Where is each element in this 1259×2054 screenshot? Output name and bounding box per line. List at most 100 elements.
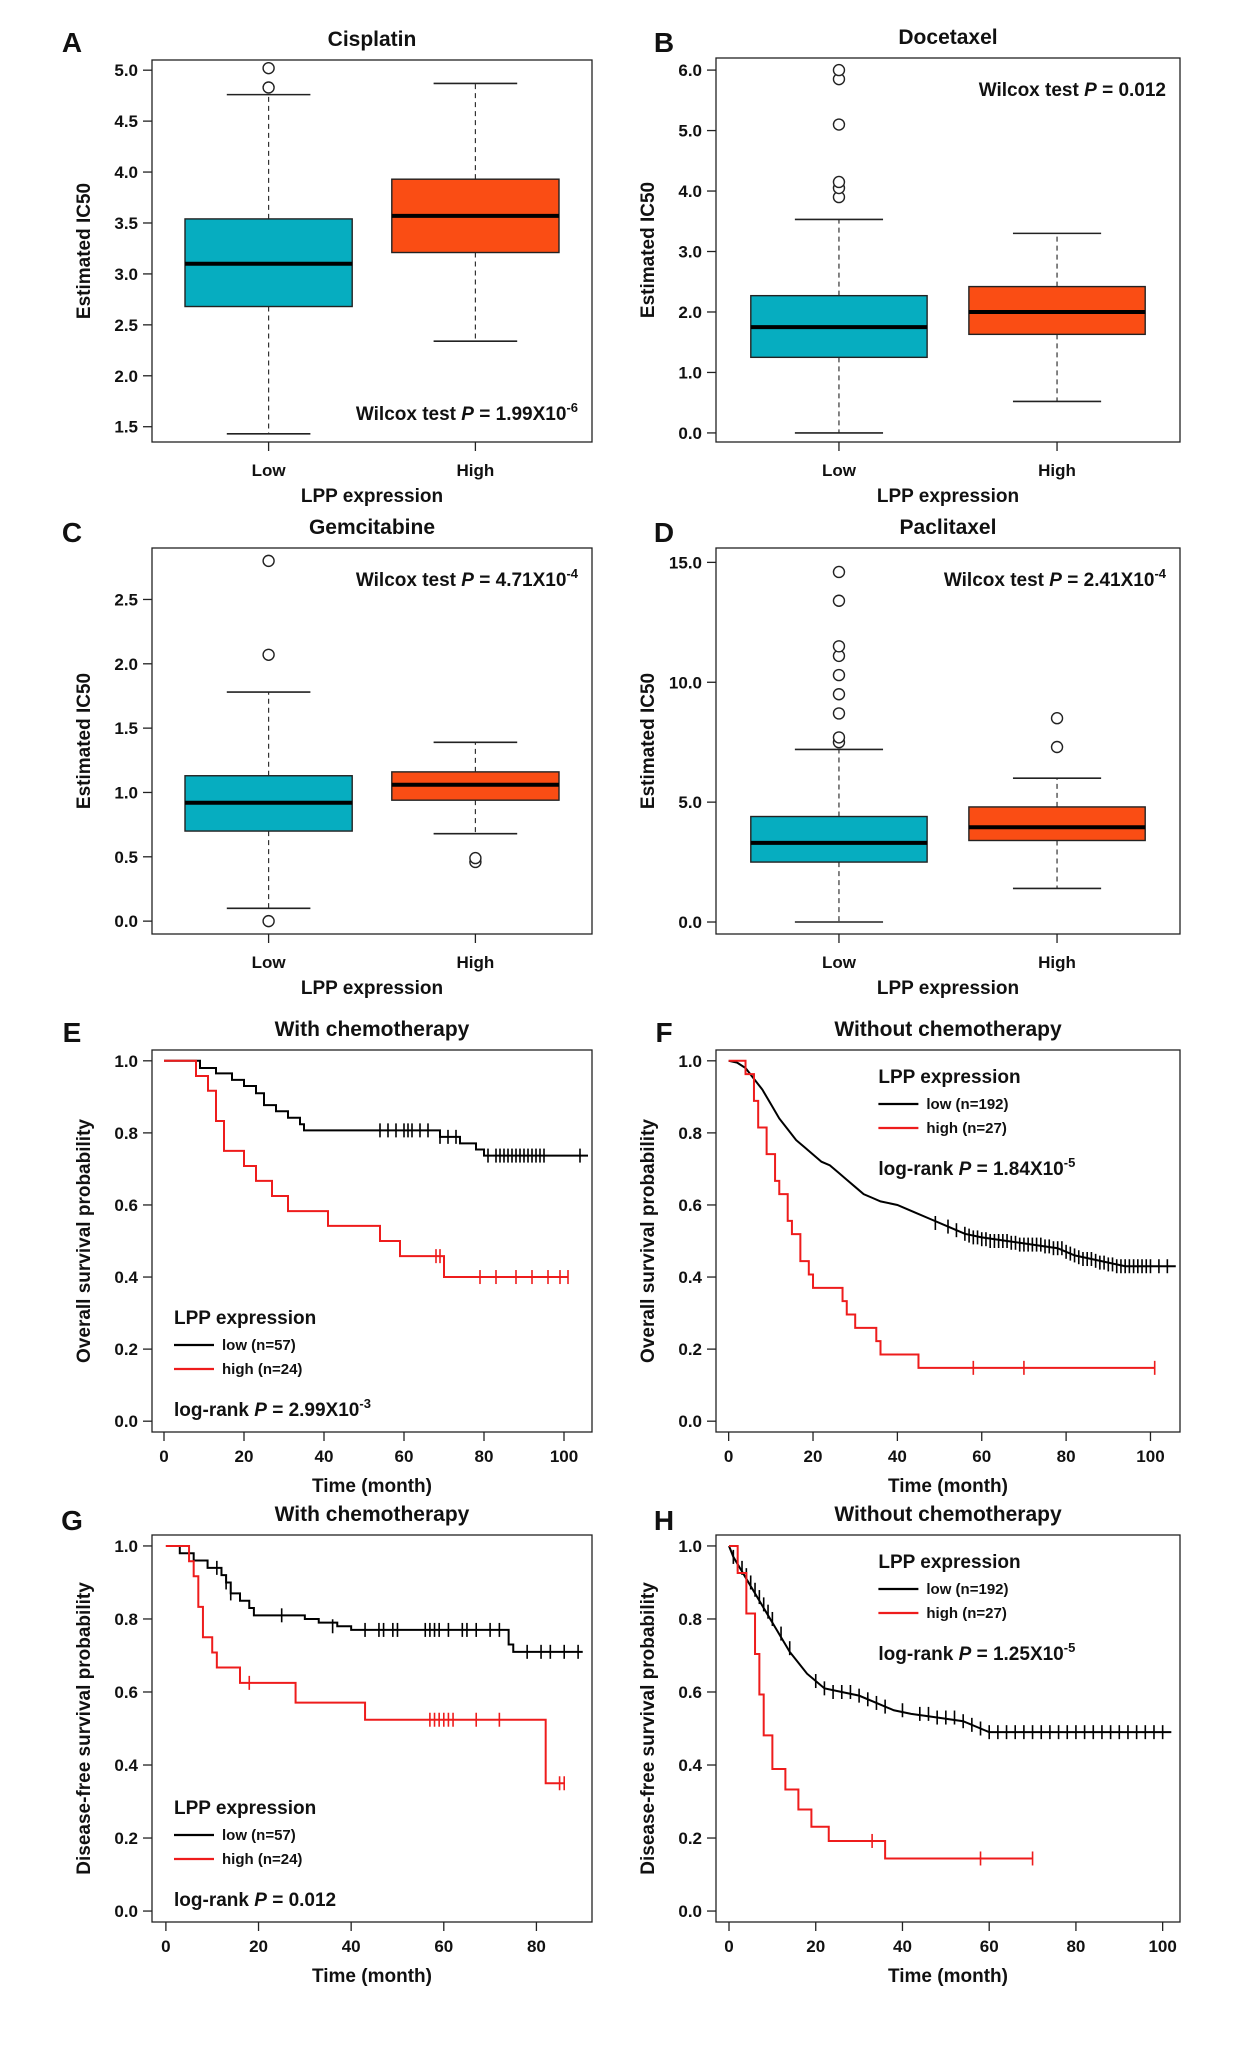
plot-frame: [151, 547, 593, 935]
p-value-annotation: log-rank P = 1.84X10-5: [878, 1155, 1075, 1180]
chart-title: With chemotherapy: [275, 1503, 470, 1526]
y-tick-label: 10.0: [669, 673, 702, 692]
x-tick-label: 60: [972, 1447, 991, 1466]
outlier-point: [832, 707, 846, 720]
outlier-point: [832, 565, 846, 579]
p-value-annotation: log-rank P = 2.99X10-3: [174, 1396, 371, 1421]
y-tick-label: 4.5: [114, 112, 138, 131]
annot-mid: = 2.41X10: [1062, 570, 1154, 591]
y-tick-label: 1.0: [114, 783, 138, 802]
survival-curve-low: [165, 1544, 583, 1653]
outlier-point: [832, 640, 846, 653]
p-value-annotation: Wilcox test P = 1.99X10-6: [356, 400, 578, 425]
plot-frame: [151, 1534, 593, 1923]
panel-letter: H: [654, 1505, 674, 1536]
x-axis-label: LPP expression: [301, 978, 443, 999]
outlier-point: [262, 914, 275, 928]
x-tick-label: 40: [342, 1937, 361, 1956]
x-tick-label: 100: [550, 1447, 578, 1466]
y-axis-label: Estimated IC50: [638, 673, 659, 809]
annot-p: P: [959, 1644, 972, 1665]
x-tick-label: 20: [249, 1937, 268, 1956]
y-tick-label: 1.0: [678, 1537, 702, 1556]
y-tick-label: 2.0: [114, 655, 138, 674]
box-high: [968, 806, 1146, 842]
x-tick-label: High: [457, 461, 495, 480]
legend-label: high (n=24): [222, 1851, 302, 1868]
annot-mid: = 0.012: [267, 1890, 336, 1911]
outlier-point: [262, 648, 275, 661]
y-tick-label: 1.0: [114, 1052, 138, 1071]
y-tick-label: 0.0: [114, 912, 138, 931]
panel-a: A Cisplatin 1.5 2.0 2.5 3.0 3.5 4.0 4.5 5.0 Estima…: [62, 27, 593, 507]
panel-b: B Docetaxel 0.0 1.0 2.0 3.0 4.0 5.0 6.0 Estimated…: [638, 26, 1181, 507]
annot-p: P: [461, 570, 474, 591]
y-tick-label: 0.6: [678, 1196, 702, 1215]
y-tick-label: 0.0: [678, 1902, 702, 1921]
x-tick-label: 80: [527, 1937, 546, 1956]
y-tick-label: 1.0: [678, 1052, 702, 1071]
outlier-point: [1050, 740, 1064, 754]
y-tick-label: 1.5: [114, 719, 138, 738]
legend-label: low (n=57): [222, 1337, 296, 1354]
panel-letter: C: [62, 517, 82, 548]
survival-curve-high: [729, 1544, 1033, 1860]
y-tick-label: 1.0: [678, 363, 702, 382]
x-tick-label: 20: [806, 1937, 825, 1956]
x-tick-label: Low: [822, 953, 857, 972]
x-axis-label: Time (month): [888, 1476, 1008, 1497]
y-tick-label: 1.0: [114, 1537, 138, 1556]
annot-p: P: [1084, 80, 1097, 101]
legend-label: low (n=192): [926, 1096, 1008, 1113]
chart-title: Gemcitabine: [309, 516, 435, 539]
y-tick-label: 2.5: [114, 316, 138, 335]
x-tick-label: High: [1038, 461, 1076, 480]
annot-p: P: [461, 404, 474, 425]
p-value-annotation: Wilcox test P = 2.41X10-4: [944, 566, 1167, 591]
outlier-point: [832, 594, 846, 607]
annot-pre: log-rank: [174, 1890, 254, 1911]
outlier-point: [469, 851, 482, 865]
x-axis-label: LPP expression: [301, 486, 443, 507]
y-tick-label: 5.0: [678, 122, 702, 141]
annot-mid: = 1.84X10: [971, 1159, 1063, 1180]
chart-title: Paclitaxel: [900, 516, 997, 539]
chart-title: With chemotherapy: [275, 1018, 470, 1041]
x-tick-label: 60: [434, 1937, 453, 1956]
y-tick-label: 0.6: [678, 1683, 702, 1702]
x-tick-label: 40: [888, 1447, 907, 1466]
x-tick-label: 0: [159, 1447, 168, 1466]
panel-letter: E: [63, 1017, 82, 1048]
plot-frame: [715, 1534, 1181, 1923]
panel-g: G With chemotherapy 0.0 0.2 0.4 0.6 0.8 1.0 Dise…: [61, 1503, 593, 1987]
x-tick-label: High: [457, 953, 495, 972]
y-tick-label: 6.0: [678, 61, 702, 80]
box-low: [750, 815, 928, 863]
chart-title: Cisplatin: [328, 28, 417, 51]
y-tick-label: 0.6: [114, 1683, 138, 1702]
plot-frame: [151, 1049, 593, 1433]
x-tick-label: Low: [252, 953, 287, 972]
y-tick-label: 0.8: [678, 1124, 702, 1143]
annot-pre: log-rank: [878, 1159, 958, 1180]
x-tick-label: 0: [724, 1937, 733, 1956]
panel-e: E With chemotherapy 0.0 0.2 0.4 0.6 0.8 1.0 Over…: [63, 1017, 593, 1497]
p-value-annotation: Wilcox test P = 4.71X10-4: [356, 566, 579, 591]
x-tick-label: 80: [1066, 1937, 1085, 1956]
annot-sup: -4: [1154, 566, 1166, 581]
x-tick-label: 40: [893, 1937, 912, 1956]
x-tick-label: 0: [161, 1937, 170, 1956]
y-axis-label: Overall survival probability: [638, 1119, 659, 1363]
annot-mid: = 2.99X10: [267, 1400, 359, 1421]
x-tick-label: 60: [395, 1447, 414, 1466]
legend-title: LPP expression: [174, 1308, 316, 1329]
legend-title: LPP expression: [174, 1798, 316, 1819]
x-axis-label: LPP expression: [877, 978, 1019, 999]
y-tick-label: 4.0: [114, 163, 138, 182]
y-tick-label: 3.5: [114, 214, 138, 233]
y-tick-label: 0.0: [114, 1412, 138, 1431]
y-tick-label: 0.0: [678, 424, 702, 443]
survival-curve-high: [164, 1059, 568, 1279]
y-tick-label: 15.0: [669, 553, 702, 572]
